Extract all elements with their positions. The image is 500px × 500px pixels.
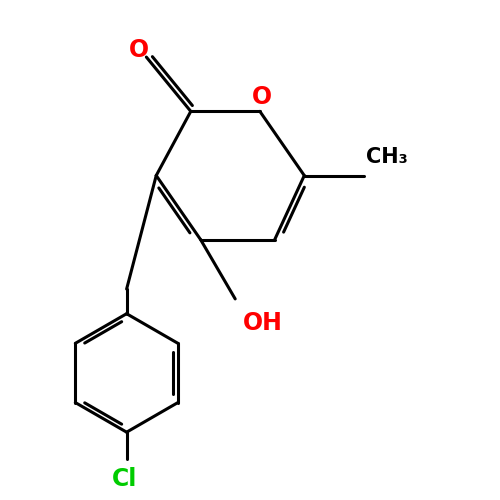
Text: Cl: Cl (112, 466, 137, 490)
Text: CH₃: CH₃ (366, 146, 408, 167)
Text: O: O (252, 84, 272, 108)
Text: OH: OH (242, 311, 282, 335)
Text: O: O (129, 38, 149, 62)
